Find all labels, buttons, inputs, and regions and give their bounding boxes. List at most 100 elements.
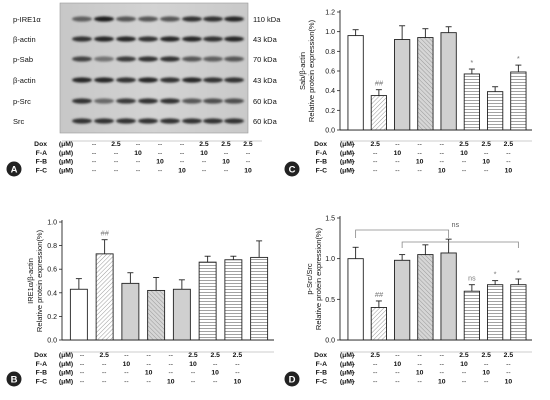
panel-letter-b: B	[6, 371, 22, 387]
table-cell: --	[506, 159, 511, 166]
table-cell: --	[395, 167, 400, 174]
panel-letter-d: D	[284, 371, 300, 387]
table-cell: --	[92, 159, 97, 166]
table-cell: --	[395, 370, 400, 377]
y-tick-label: 0.8	[47, 243, 57, 250]
blot-label-left: Src	[13, 117, 25, 126]
table-cell: --	[80, 378, 85, 385]
table-row-unit: (μM)	[340, 150, 354, 157]
y-tick-label: 0.6	[47, 267, 57, 274]
blot-band	[160, 16, 180, 22]
y-tick-label: 0.2	[47, 314, 57, 321]
table-cell: 10	[460, 361, 468, 368]
table-cell: --	[395, 159, 400, 166]
blot-band	[94, 77, 114, 83]
table-cell: 10	[438, 167, 446, 174]
bar	[440, 32, 457, 131]
significance-label: ##	[375, 290, 384, 299]
blot-band	[224, 16, 244, 22]
table-cell: --	[440, 150, 445, 157]
y-tick-label: 0.2	[325, 108, 335, 115]
panel-letter-c: C	[284, 161, 300, 177]
table-cell: 10	[244, 167, 252, 174]
panel-letter-text: C	[289, 164, 296, 175]
table-row-unit: (μM)	[340, 167, 354, 174]
blot-label-left: β-actin	[13, 35, 36, 44]
panel-letter-badge	[284, 161, 300, 177]
panel-letter-badge	[284, 371, 300, 387]
blot-band	[224, 118, 244, 124]
blot-band	[224, 77, 244, 83]
table-cell: --	[417, 361, 422, 368]
blot-band	[138, 16, 158, 22]
blot-band	[160, 77, 180, 83]
table-row-name: Dox	[34, 352, 47, 359]
y-tick-label: 0.6	[325, 69, 335, 76]
table-cell: --	[373, 378, 378, 385]
blot-band	[182, 118, 202, 124]
bar	[394, 259, 411, 341]
y-tick-label: 1.0	[325, 256, 335, 263]
table-row-name: Dox	[314, 141, 327, 148]
table-cell: --	[506, 150, 511, 157]
table-cell: --	[114, 150, 119, 157]
table-cell: --	[235, 361, 240, 368]
blot-label-left: p-Sab	[13, 55, 33, 64]
table-row-unit: (μM)	[340, 361, 354, 368]
table-cell: --	[484, 378, 489, 385]
table-cell: 10	[167, 378, 175, 385]
table-cell: --	[440, 370, 445, 377]
y-tick-label: 0.0	[47, 338, 57, 345]
table-cell: --	[373, 370, 378, 377]
table-row-unit: (μM)	[59, 141, 73, 148]
table-cell: 10	[189, 361, 197, 368]
table-row-unit: (μM)	[340, 141, 354, 148]
table-row-unit: (μM)	[59, 167, 73, 174]
blot-label-right: 43 kDa	[253, 76, 278, 85]
y-axis-title-top: Sab/β-actin	[298, 52, 307, 90]
table-cell: --	[440, 159, 445, 166]
table-row-name: F-A	[36, 361, 47, 368]
western-blot-panel: p-IRE1α β-actin p-Sab β-actin p-Src Src 110 k…	[13, 2, 281, 134]
table-cell: 2.5	[459, 352, 469, 359]
table-row-unit: (μM)	[59, 159, 73, 166]
table-cell: --	[80, 352, 85, 359]
bar	[198, 261, 217, 341]
blot-band	[224, 36, 244, 42]
table-cell: --	[213, 378, 218, 385]
bar	[224, 259, 243, 341]
table-cell: --	[124, 370, 129, 377]
table-cell: --	[158, 150, 163, 157]
significance-label: *	[517, 268, 520, 277]
blot-band	[94, 36, 114, 42]
table-cell: --	[224, 150, 229, 157]
blot-band	[116, 77, 136, 83]
y-tick-label: 0.5	[325, 297, 335, 304]
table-row-name: F-C	[36, 167, 47, 174]
table-cell: 2.5	[459, 141, 469, 148]
blot-band	[72, 16, 92, 22]
blot-band	[116, 98, 136, 104]
table-cell: --	[92, 167, 97, 174]
table-cell: --	[417, 167, 422, 174]
table-cell: 10	[234, 378, 242, 385]
table-row-unit: (μM)	[59, 370, 73, 377]
table-cell: --	[136, 167, 141, 174]
table-cell: 2.5	[481, 141, 491, 148]
blot-label-right: 70 kDa	[253, 55, 278, 64]
table-cell: 10	[178, 167, 186, 174]
table-cell: --	[80, 361, 85, 368]
blot-band	[72, 56, 92, 62]
blot-band	[160, 98, 180, 104]
blot-band	[182, 56, 202, 62]
table-cell: --	[417, 378, 422, 385]
bar	[172, 288, 191, 341]
bar	[510, 71, 527, 131]
table-cell: 10	[416, 370, 424, 377]
comparison-bracket	[401, 241, 519, 248]
table-row-name: F-C	[316, 167, 327, 174]
table-cell: --	[373, 150, 378, 157]
table-cell: --	[235, 370, 240, 377]
table-cell: 10	[222, 159, 230, 166]
table-cell: 10	[134, 150, 142, 157]
